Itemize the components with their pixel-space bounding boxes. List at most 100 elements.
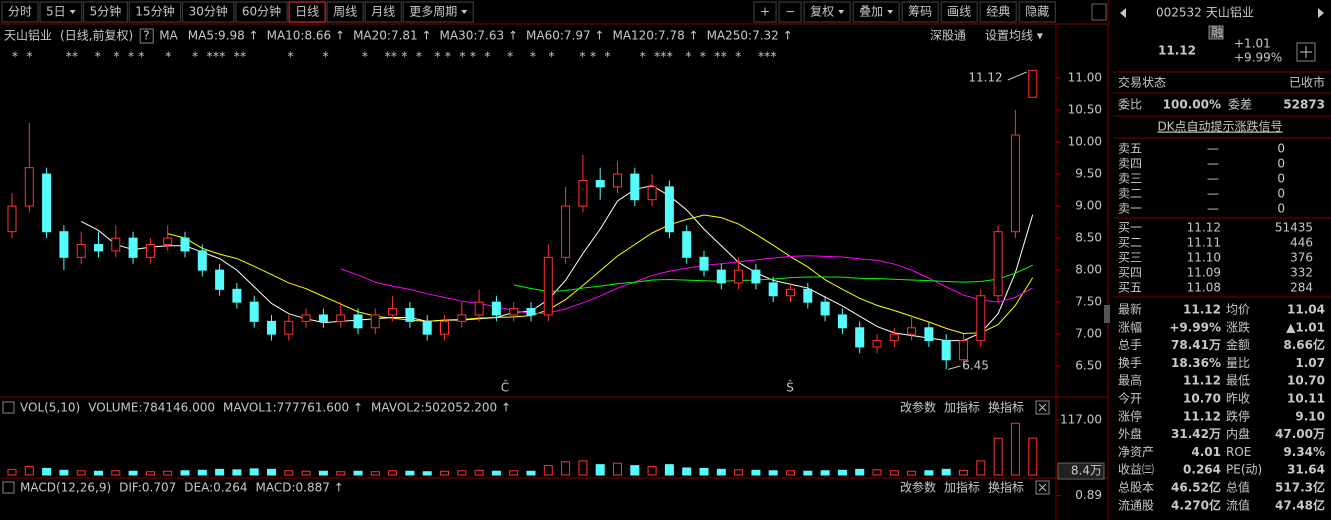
fullscreen-icon[interactable]	[1091, 3, 1107, 21]
period-button[interactable]: 更多周期	[409, 5, 457, 19]
book-volume: 0	[1277, 157, 1285, 171]
change: +1.01	[1234, 37, 1271, 51]
candle-body	[941, 340, 951, 361]
book-volume: 0	[1277, 202, 1285, 216]
volume-bar	[509, 470, 519, 476]
candle-body	[1028, 69, 1038, 98]
stat-value: 9.34%	[1283, 445, 1325, 459]
period-button[interactable]: 日线	[295, 5, 319, 19]
volume-bar	[803, 470, 813, 476]
tool-button[interactable]: 叠加	[859, 5, 883, 19]
candle-body	[630, 173, 640, 201]
stock-code: 002532	[1156, 6, 1202, 20]
indicator-action[interactable]: 加指标	[944, 480, 980, 495]
tool-button[interactable]: −	[785, 5, 795, 19]
candle-body	[837, 314, 847, 329]
tool-button[interactable]: 隐藏	[1025, 5, 1049, 19]
book-volume: 0	[1277, 142, 1285, 156]
period-button[interactable]: 分时	[8, 5, 32, 19]
link[interactable]: 深股通	[930, 29, 966, 43]
collapse-box[interactable]	[2, 401, 15, 414]
candle-body	[7, 205, 17, 233]
annotation: 11.12	[968, 71, 1002, 85]
book-label: 卖二	[1118, 187, 1142, 201]
period-button[interactable]: 15分钟	[135, 4, 174, 19]
signal-link[interactable]: DK点自动提示涨跌信号	[1157, 119, 1282, 134]
close-x[interactable]	[1038, 483, 1047, 492]
book-price: 11.12	[1187, 221, 1221, 235]
indicator-label: DIF:0.707	[119, 481, 176, 495]
close-x[interactable]	[1038, 403, 1047, 412]
button-frame	[288, 1, 326, 23]
indicator-label: VOLUME:784146.000	[88, 401, 215, 415]
close-box[interactable]	[1035, 480, 1050, 495]
help[interactable]: ?	[143, 29, 149, 43]
period-button[interactable]: 周线	[333, 5, 357, 19]
label: 委比	[1118, 98, 1142, 112]
candle-body	[751, 269, 761, 284]
stat-label: 总手	[1118, 338, 1142, 352]
volume-bar	[145, 471, 155, 476]
volume-bar	[976, 460, 986, 476]
badge: 融	[1211, 26, 1223, 40]
badge-box	[1208, 25, 1224, 40]
button-frame	[1018, 1, 1056, 23]
candle-body	[318, 314, 328, 322]
candle-body	[336, 314, 346, 322]
close-box[interactable]	[1035, 400, 1050, 415]
candle-body	[595, 179, 605, 188]
indicator-action[interactable]: 换指标	[988, 480, 1024, 495]
volume-bar	[751, 469, 761, 476]
label: 交易状态	[1118, 75, 1166, 90]
candle-body	[145, 244, 155, 258]
candle-body	[474, 301, 484, 316]
button-frame	[1, 1, 39, 23]
indicator-action[interactable]: 改参数	[900, 400, 936, 415]
link[interactable]: 设置均线 ▾	[985, 29, 1043, 43]
y-tick-label: 0.89	[1075, 488, 1102, 502]
stat-value: 0.264	[1183, 463, 1221, 477]
period-button[interactable]: 30分钟	[189, 4, 228, 19]
volume-bar	[716, 468, 726, 476]
indicator-action[interactable]: 加指标	[944, 400, 980, 415]
collapse-handle[interactable]	[1104, 305, 1110, 323]
period-button[interactable]: 月线	[371, 5, 395, 19]
y-tick-label: 117.00	[1060, 413, 1102, 427]
stat-value: 78.41万	[1171, 338, 1221, 352]
volume-bar	[526, 470, 536, 476]
candle-body	[353, 314, 363, 329]
period-button[interactable]: 5分钟	[90, 4, 122, 19]
candle-body	[197, 250, 207, 271]
tool-button[interactable]: 画线	[947, 5, 971, 19]
book-label: 卖三	[1118, 172, 1142, 186]
indicator-label: MAVOL2:502052.200 ↑	[371, 401, 511, 415]
tool-button[interactable]: 复权	[810, 5, 834, 19]
period-button[interactable]: 5日	[46, 5, 66, 19]
collapse-box[interactable]	[2, 481, 15, 494]
tool-button[interactable]: +	[760, 5, 770, 19]
add-plus[interactable]	[1300, 46, 1312, 58]
candle-body	[543, 256, 553, 316]
volume-bar	[1028, 437, 1038, 476]
stat-label: PE(动)	[1226, 463, 1262, 477]
nav-arrow[interactable]	[1120, 8, 1126, 18]
stat-label: 今开	[1118, 391, 1142, 406]
stat-value: 11.12	[1183, 409, 1221, 423]
stat-value: 1.07	[1295, 356, 1325, 370]
candle-body	[855, 327, 865, 348]
volume-bar	[820, 470, 830, 476]
indicator-action[interactable]: 改参数	[900, 480, 936, 495]
nav-arrow[interactable]	[1318, 8, 1324, 18]
volume-bar	[941, 468, 951, 476]
volume-bar	[595, 464, 605, 476]
indicator-action[interactable]: 换指标	[988, 400, 1024, 415]
stat-label: 流通股	[1118, 498, 1154, 512]
tool-button[interactable]: 筹码	[908, 5, 932, 19]
button-frame	[778, 1, 802, 23]
tool-button[interactable]: 经典	[986, 5, 1010, 19]
add-button[interactable]	[1296, 42, 1316, 62]
book-label: 买二	[1118, 236, 1142, 250]
stat-label: 涨幅	[1118, 319, 1142, 334]
period-button[interactable]: 60分钟	[242, 4, 281, 19]
book-volume: 51435	[1275, 221, 1313, 235]
